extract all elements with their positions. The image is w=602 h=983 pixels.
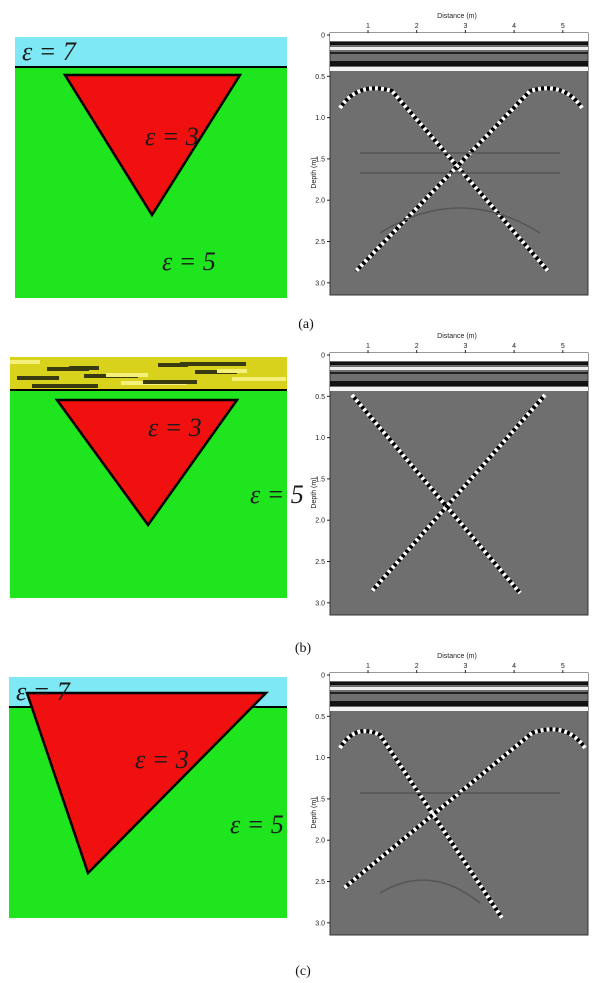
- direct-wave: [330, 372, 588, 374]
- direct-wave: [330, 42, 588, 45]
- direct-wave: [330, 61, 588, 66]
- layer-permittivity: ε = 7: [22, 37, 77, 66]
- direct-wave: [330, 687, 588, 690]
- y-tick-label: 0: [321, 353, 325, 360]
- x-tick-label: 1: [366, 663, 370, 670]
- figure: ε = 7ε = 3ε = 51234500.51.01.52.02.53.0D…: [0, 0, 602, 983]
- soil-patch: [232, 377, 286, 381]
- y-tick-label: 2.5: [315, 879, 325, 886]
- background-permittivity: ε = 5: [230, 810, 284, 839]
- direct-wave: [330, 52, 588, 54]
- direct-wave: [330, 367, 588, 370]
- y-tick-label: 3.0: [315, 600, 325, 607]
- y-tick-label: 0: [321, 673, 325, 680]
- layer-permittivity: ε = 7: [16, 677, 71, 706]
- panel-caption: (c): [295, 964, 311, 979]
- direct-wave: [330, 673, 588, 681]
- direct-wave: [330, 381, 588, 386]
- x-tick-label: 4: [512, 23, 516, 30]
- x-tick-label: 3: [463, 343, 467, 350]
- y-tick-label: 0.5: [315, 74, 325, 81]
- radargram-background: [330, 673, 588, 935]
- y-tick-label: 0: [321, 33, 325, 40]
- y-tick-label: 1.0: [315, 755, 325, 762]
- direct-wave: [330, 701, 588, 706]
- y-tick-label: 2.0: [315, 838, 325, 845]
- y-tick-label: 0.5: [315, 394, 325, 401]
- x-tick-label: 2: [415, 663, 419, 670]
- x-axis-title: Distance (m): [437, 333, 477, 340]
- y-tick-label: 2.5: [315, 239, 325, 246]
- x-tick-label: 1: [366, 343, 370, 350]
- x-tick-label: 3: [463, 663, 467, 670]
- direct-wave: [330, 33, 588, 41]
- soil-patch: [217, 369, 247, 373]
- x-tick-label: 2: [415, 23, 419, 30]
- direct-wave: [330, 362, 588, 365]
- y-axis-title: Depth (m): [311, 477, 318, 508]
- x-tick-label: 5: [561, 663, 565, 670]
- y-tick-label: 2.5: [315, 559, 325, 566]
- target-permittivity: ε = 3: [148, 413, 202, 442]
- x-tick-label: 1: [366, 23, 370, 30]
- direct-wave: [330, 353, 588, 361]
- radargram: [330, 33, 588, 295]
- direct-wave: [330, 67, 588, 71]
- soil-patch: [69, 366, 99, 370]
- soil-patch: [106, 373, 148, 377]
- x-axis-title: Distance (m): [437, 13, 477, 20]
- x-tick-label: 3: [463, 23, 467, 30]
- y-tick-label: 3.0: [315, 920, 325, 927]
- radargram-background: [330, 353, 588, 615]
- background-permittivity: ε = 5: [250, 480, 304, 509]
- radargram: [330, 673, 588, 935]
- y-tick-label: 1.0: [315, 435, 325, 442]
- direct-wave: [330, 387, 588, 391]
- y-tick-label: 2.0: [315, 518, 325, 525]
- soil-patch: [32, 384, 98, 388]
- y-tick-label: 2.0: [315, 198, 325, 205]
- panel-caption: (a): [298, 317, 314, 332]
- background-permittivity: ε = 5: [162, 247, 216, 276]
- x-tick-label: 2: [415, 343, 419, 350]
- radargram: [330, 353, 588, 615]
- y-axis-title: Depth (m): [311, 157, 318, 188]
- y-axis-title: Depth (m): [311, 797, 318, 828]
- x-tick-label: 5: [561, 343, 565, 350]
- soil-patch: [143, 380, 197, 384]
- target-permittivity: ε = 3: [135, 745, 189, 774]
- soil-patch: [10, 360, 40, 364]
- y-tick-label: 1.0: [315, 115, 325, 122]
- x-tick-label: 5: [561, 23, 565, 30]
- y-tick-label: 3.0: [315, 280, 325, 287]
- x-tick-label: 4: [512, 663, 516, 670]
- soil-patch: [17, 376, 59, 380]
- direct-wave: [330, 707, 588, 711]
- soil-patch: [180, 362, 246, 366]
- direct-wave: [330, 47, 588, 50]
- target-permittivity: ε = 3: [145, 122, 199, 151]
- x-tick-label: 4: [512, 343, 516, 350]
- panel-caption: (b): [295, 641, 312, 656]
- direct-wave: [330, 682, 588, 685]
- y-tick-label: 0.5: [315, 714, 325, 721]
- direct-wave: [330, 692, 588, 694]
- x-axis-title: Distance (m): [437, 653, 477, 660]
